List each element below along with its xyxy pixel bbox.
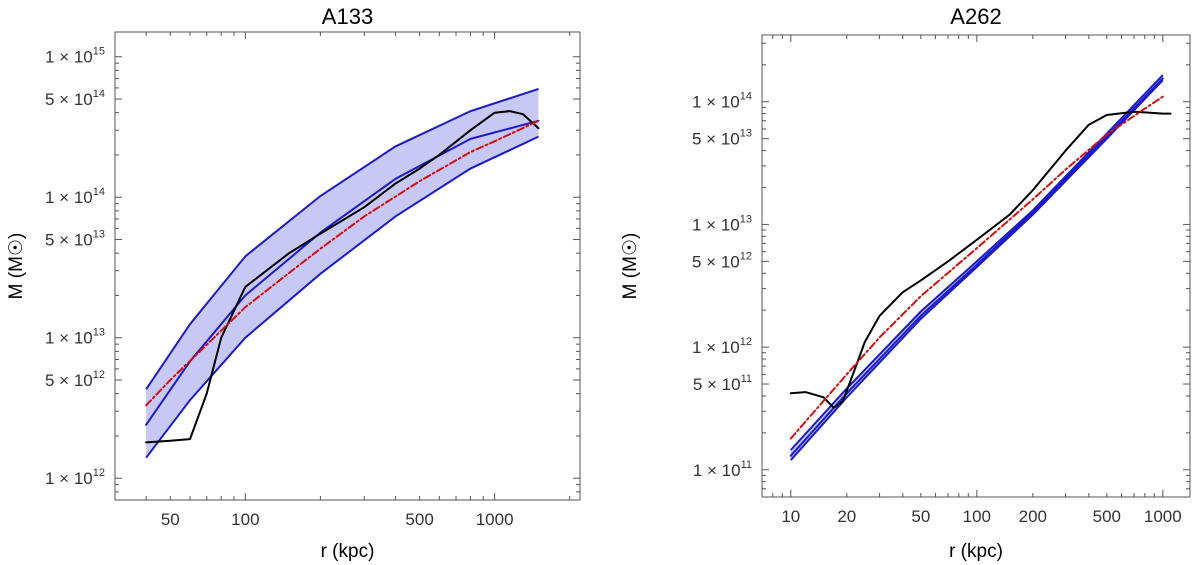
y-tick-label: 1 × 1011 <box>693 459 752 480</box>
y-tick-label: 5 × 1012 <box>45 369 105 390</box>
y-tick-label: 1 × 1014 <box>45 186 105 207</box>
y-tick-label: 1 × 1014 <box>692 91 752 112</box>
plot-frame <box>761 34 1191 498</box>
band-upper-line <box>145 87 539 390</box>
x-tick-label: 500 <box>405 510 433 529</box>
y-tick-label: 1 × 1012 <box>692 336 752 357</box>
series-line-red-dashdot <box>145 119 540 407</box>
plot-frame <box>114 31 581 501</box>
y-tick-label: 1 × 1013 <box>45 327 105 348</box>
y-tick-label: 5 × 1014 <box>45 88 105 109</box>
band-lower-line <box>145 135 539 459</box>
y-tick-label: 5 × 1012 <box>692 250 752 271</box>
x-axis-label: r (kpc) <box>949 541 1003 562</box>
series-line-black-solid <box>145 110 540 444</box>
y-axis-label: M (M☉) <box>6 233 27 300</box>
y-tick-label: 5 × 1013 <box>692 128 752 149</box>
y-tick-label: 1 × 1012 <box>45 467 105 488</box>
y-tick-label: 1 × 1013 <box>692 213 752 234</box>
x-tick-label: 50 <box>911 507 930 526</box>
chart-panel-a133: 50 100 500 1000 1 × 1012 5 × 1012 1 × 1013 5 × … <box>6 4 581 562</box>
y-axis-label: M (M☉) <box>620 233 641 300</box>
confidence-band <box>146 88 539 458</box>
x-tick-label: 100 <box>231 510 259 529</box>
x-tick-label: 20 <box>837 507 856 526</box>
x-tick-label: 1000 <box>1144 507 1182 526</box>
x-tick-label: 500 <box>1093 507 1121 526</box>
chart-title: A262 <box>950 4 1001 29</box>
x-tick-label: 10 <box>781 507 800 526</box>
chart-panel-a262: 10 20 50 100 200 500 1000 1 × 1011 5 × 1011 1 × 1… <box>620 4 1191 562</box>
series-line-black-solid <box>789 110 1172 409</box>
x-tick-label: 200 <box>1019 507 1047 526</box>
y-tick-label: 5 × 1013 <box>45 229 105 250</box>
y-tick-label: 5 × 1011 <box>693 373 752 394</box>
x-axis-label: r (kpc) <box>321 541 375 562</box>
y-tick-label: 1 × 1015 <box>45 46 105 67</box>
x-tick-label: 50 <box>161 510 180 529</box>
chart-title: A133 <box>322 4 373 29</box>
series-line-red-dashdot <box>789 95 1164 440</box>
x-tick-label: 100 <box>963 507 991 526</box>
band-lower-line <box>790 79 1164 461</box>
x-tick-label: 1000 <box>476 510 514 529</box>
